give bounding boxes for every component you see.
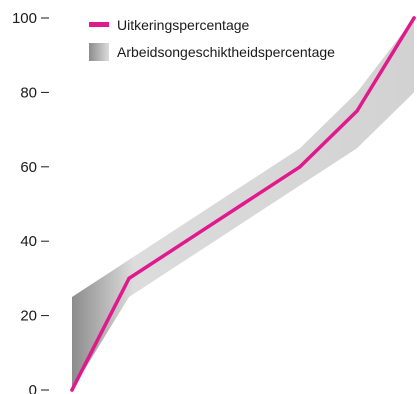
- line-point: [412, 16, 416, 20]
- y-tick-label: 60: [20, 159, 37, 176]
- legend-line-swatch: [89, 22, 109, 27]
- legend-band-swatch: [89, 43, 109, 61]
- legend-label-line: Uitkeringspercentage: [117, 17, 250, 33]
- y-tick-label: 0: [29, 382, 37, 394]
- line-point: [70, 388, 74, 392]
- line-point: [184, 239, 188, 243]
- line-layer: [70, 16, 416, 392]
- legend: Uitkeringspercentage Arbeidsongeschikthe…: [89, 17, 335, 61]
- y-tick-label: 100: [12, 10, 37, 27]
- y-tick-label: 20: [20, 308, 37, 325]
- line-point: [241, 202, 245, 206]
- y-tick-label: 40: [20, 233, 37, 250]
- y-tick-label: 80: [20, 84, 37, 101]
- line-point: [127, 276, 131, 281]
- y-axis: 0 20 40 60 80 100: [12, 10, 49, 394]
- line-point: [298, 165, 302, 169]
- line-point: [355, 109, 359, 113]
- legend-label-band: Arbeidsongeschiktheidspercentage: [117, 44, 335, 60]
